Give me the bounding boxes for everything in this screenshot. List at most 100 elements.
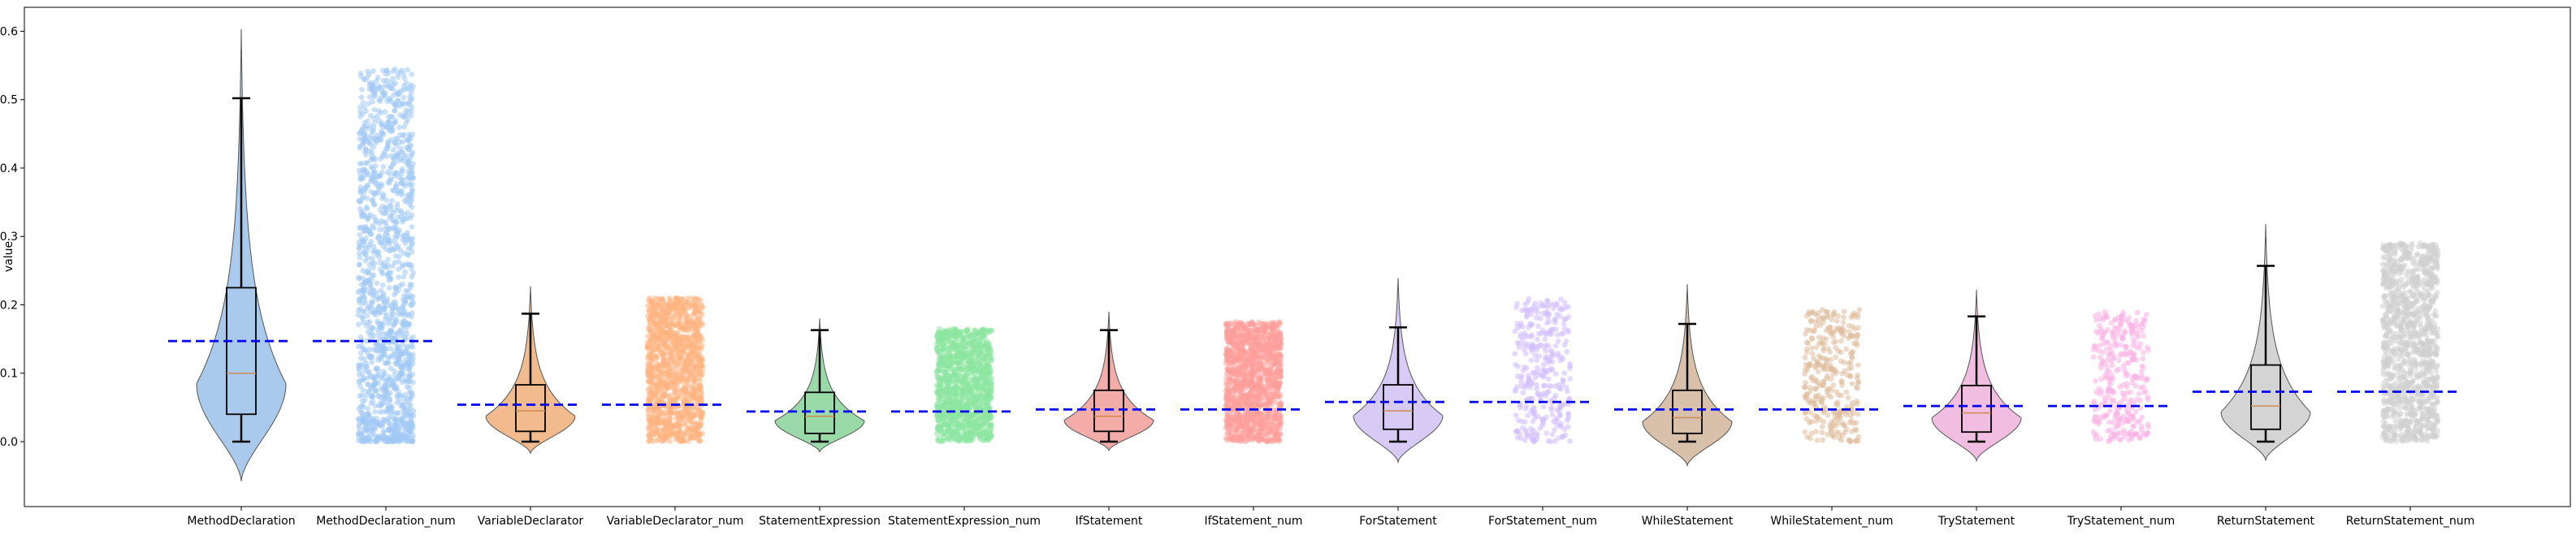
strip-point [368,132,374,139]
strip-point [378,287,384,294]
strip-point [690,342,696,347]
strip-point [409,344,416,350]
strip-point [381,371,387,378]
strip-point [408,236,413,242]
strip-point [672,300,678,306]
strip-point [377,260,383,266]
strip-point [394,360,400,367]
strip-point [378,239,384,245]
strip-point [386,239,392,245]
strip-point [647,314,654,320]
strip-point [688,411,694,417]
strip-point [376,254,383,261]
strip-point [677,416,682,422]
strip-point [373,347,379,352]
strip-point [691,331,697,338]
strip-point [401,197,408,204]
strip-point [1258,321,1264,328]
strip-point [405,67,410,73]
strip-point [1274,416,1280,422]
strip-point [355,431,362,437]
strip-point [693,304,699,310]
strip-point [658,372,665,378]
strip-point [658,330,664,336]
strip-point [373,140,379,146]
strip-point [384,230,390,236]
strip-point [380,164,387,170]
strip-point [372,306,378,313]
strip-point [379,196,385,201]
strip-point [370,291,377,298]
strip-point [408,108,414,114]
strip-point [386,180,392,187]
strip-point [391,385,397,391]
strip-point [366,148,373,154]
strip-point [695,328,701,334]
strip-point [673,395,679,402]
strip-point [402,432,408,438]
strip-point [678,318,684,325]
strip-point [670,305,677,312]
strip-point [356,261,362,268]
strip-point [383,197,389,203]
strip-point [660,353,666,360]
strip-point [395,214,401,220]
strip-point [379,88,385,95]
series-IfStatement_num [1180,319,1302,445]
strip-point [370,265,376,270]
strip-point [359,410,366,416]
strip-point [1274,429,1280,436]
strip-point [645,303,651,308]
strip-point [945,435,951,442]
strip-point [375,330,382,337]
strip-point [357,378,362,384]
strip-point [392,140,397,146]
strip-point [384,169,391,175]
strip-point [678,309,684,316]
strip-point [375,392,382,399]
strip-point [1258,375,1264,382]
strip-point [390,225,396,231]
strip-point [356,426,362,432]
strip-point [680,387,686,393]
strip-point [392,416,399,422]
strip-point [395,345,401,351]
strip-point [969,358,976,364]
strip-point [407,396,413,403]
strip-point [696,407,703,413]
strip-point [375,321,381,327]
strip-point [971,345,977,351]
strip-point [374,113,380,119]
strip-point [357,244,363,250]
strip-point [389,378,395,384]
strip-point [395,136,400,142]
strip-point [409,249,415,255]
strip-point [955,360,961,366]
strip-point [694,367,700,373]
strip-point [384,384,391,390]
strip-point [385,114,392,120]
strip-point [981,383,987,390]
strip-point [688,424,695,430]
strip-point [694,336,700,343]
strip-point [963,327,970,334]
strip-point [685,318,691,324]
strip-point [663,311,669,317]
strip-point [405,209,411,216]
strip-point [383,346,389,352]
strip-point [408,154,413,160]
strip-point [1223,347,1230,353]
strip-point [398,417,405,423]
strip-point [659,342,665,348]
strip-point [400,139,406,145]
strip-point [695,382,702,388]
strip-point [394,375,400,382]
strip-point [677,324,683,330]
strip-points [933,326,995,445]
strip-point [400,132,407,138]
strip-point [408,82,413,88]
strip-point [666,416,673,422]
strip-point [375,380,382,386]
strip-point [651,394,657,399]
strip-point [1260,364,1266,370]
